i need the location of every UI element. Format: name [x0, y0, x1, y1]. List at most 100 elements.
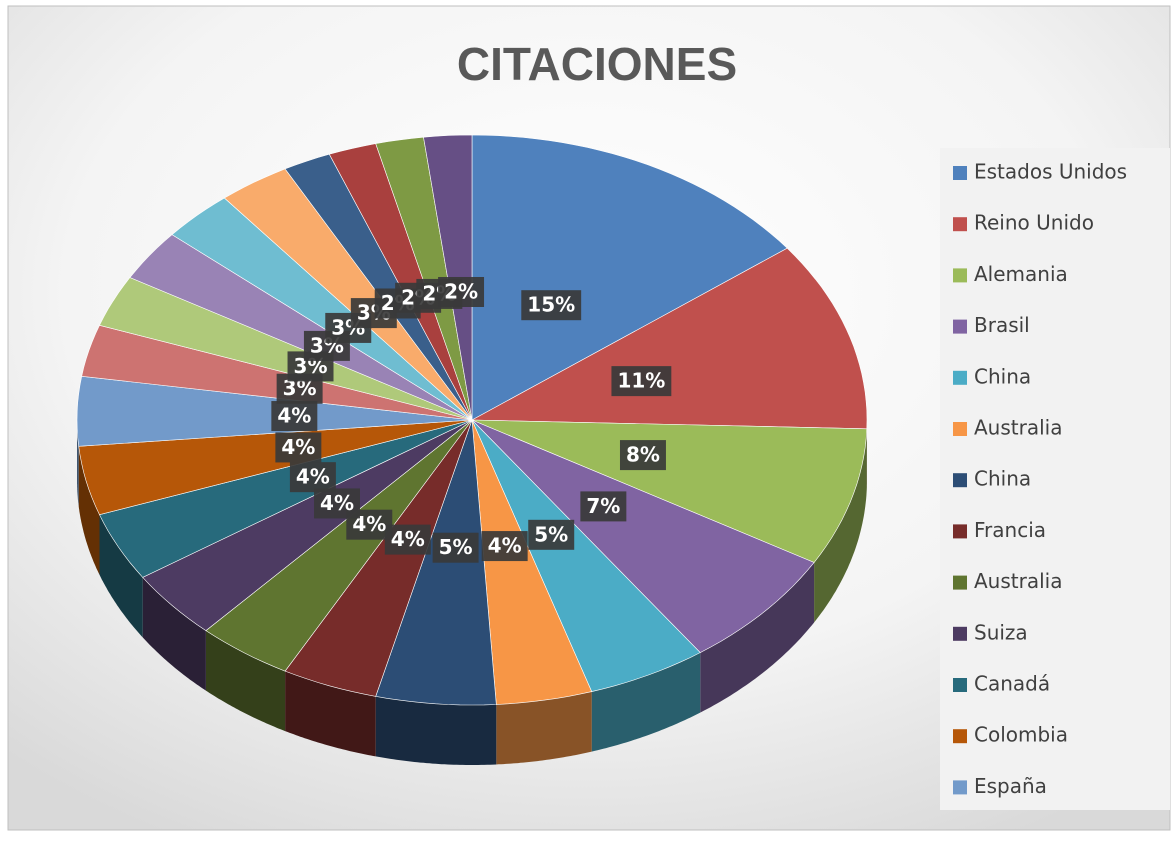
pie-slice [142, 419, 473, 631]
data-label: 15% [521, 290, 582, 321]
data-label-box [438, 276, 485, 307]
data-label-box [521, 290, 582, 321]
legend-swatch [953, 268, 967, 283]
pie-slice [471, 419, 593, 705]
legend-label: España [974, 774, 1047, 798]
pie-slice [99, 277, 473, 421]
chart-title: CITACIONES [457, 38, 737, 90]
legend-label: Colombia [974, 723, 1068, 747]
data-label-box [611, 366, 672, 397]
data-label-box [528, 519, 575, 550]
data-label: 4% [289, 462, 336, 493]
data-label-text: 2% [444, 279, 478, 303]
data-label-box [275, 432, 322, 463]
slice-side [205, 630, 286, 732]
data-label-text: 4% [488, 534, 522, 558]
legend-label: Canadá [974, 672, 1050, 696]
slice-side [814, 428, 867, 623]
pie-slice [223, 168, 473, 421]
pie-sides [77, 420, 867, 765]
legend-label: Francia [974, 518, 1046, 542]
pie-slice [471, 134, 788, 421]
data-label: 4% [384, 524, 431, 555]
data-label-box [580, 491, 627, 522]
legend: Estados Unidos Reino Unido Alemania Brasil C… [953, 160, 1127, 798]
slice-side [78, 446, 100, 575]
legend-label: Estados Unidos [974, 160, 1127, 184]
data-label: 2% [438, 276, 485, 307]
data-label-box [289, 462, 336, 493]
legend-label: Reino Unido [974, 211, 1094, 235]
legend-swatch [953, 626, 967, 641]
data-labels: 15%11%8%7%5%4%5%4%4%4%4%4%4%3%3%3%3%3%2%… [271, 276, 672, 563]
legend-label: Brasil [974, 313, 1030, 337]
legend-swatch [953, 319, 967, 334]
data-label-text: 4% [277, 404, 311, 428]
legend-swatch [953, 575, 967, 590]
data-label-text: 4% [391, 527, 425, 551]
data-label-box [314, 488, 361, 519]
data-label: 4% [481, 531, 528, 562]
slice-side [142, 577, 206, 691]
data-label: 8% [619, 440, 666, 471]
data-label-text: 7% [586, 494, 620, 518]
pie-slice [129, 234, 473, 421]
legend-label: Suiza [974, 620, 1028, 644]
data-label-box [384, 524, 431, 555]
pie-slice [471, 419, 868, 563]
pie-slice [470, 247, 868, 430]
legend-label: Australia [974, 416, 1062, 440]
slice-side [285, 671, 376, 757]
data-label-box [481, 531, 528, 562]
legend-swatch [953, 217, 967, 232]
legend-box [940, 148, 1170, 810]
slice-side [77, 420, 79, 507]
pie-slice [171, 197, 473, 421]
pie-slice [99, 419, 473, 578]
pie-slice [78, 419, 473, 516]
data-label-text: 5% [439, 535, 473, 559]
slice-side [375, 696, 497, 765]
slice-side [591, 652, 701, 752]
pie-slice [471, 419, 701, 692]
data-label: 7% [580, 491, 627, 522]
legend-label: Alemania [974, 262, 1068, 286]
slice-side [99, 514, 143, 638]
data-label-text: 8% [626, 443, 660, 467]
pie-tops [76, 134, 868, 706]
data-label-box [432, 532, 479, 563]
data-label: 4% [275, 432, 322, 463]
data-label-text: 11% [617, 369, 665, 393]
data-label-box [619, 440, 666, 471]
legend-swatch [953, 422, 967, 436]
data-label-text: 4% [281, 435, 315, 459]
legend-swatch [953, 166, 967, 180]
slice-side [496, 691, 592, 765]
data-label: 11% [611, 366, 672, 397]
pie-slice [81, 324, 473, 421]
legend-label: Australia [974, 569, 1062, 593]
pie-slice [205, 419, 473, 672]
data-label: 4% [314, 488, 361, 519]
legend-swatch [953, 473, 967, 488]
legend-label: China [974, 467, 1031, 491]
legend-swatch [953, 729, 967, 744]
legend-label: China [974, 364, 1031, 388]
data-label: 4% [271, 401, 318, 432]
data-label-text: 4% [320, 491, 354, 515]
pie-slice [471, 419, 815, 653]
data-label-text: 4% [296, 465, 330, 489]
data-label-text: 5% [534, 522, 568, 546]
data-label-box [271, 401, 318, 432]
slice-side [700, 562, 815, 713]
legend-swatch [953, 678, 967, 692]
legend-swatch [953, 370, 967, 385]
legend-swatch [953, 524, 967, 539]
pie-slice [284, 419, 473, 697]
data-label-text: 15% [527, 293, 575, 317]
legend-swatch [953, 780, 967, 795]
data-label: 5% [432, 532, 479, 563]
data-label: 5% [528, 519, 575, 550]
